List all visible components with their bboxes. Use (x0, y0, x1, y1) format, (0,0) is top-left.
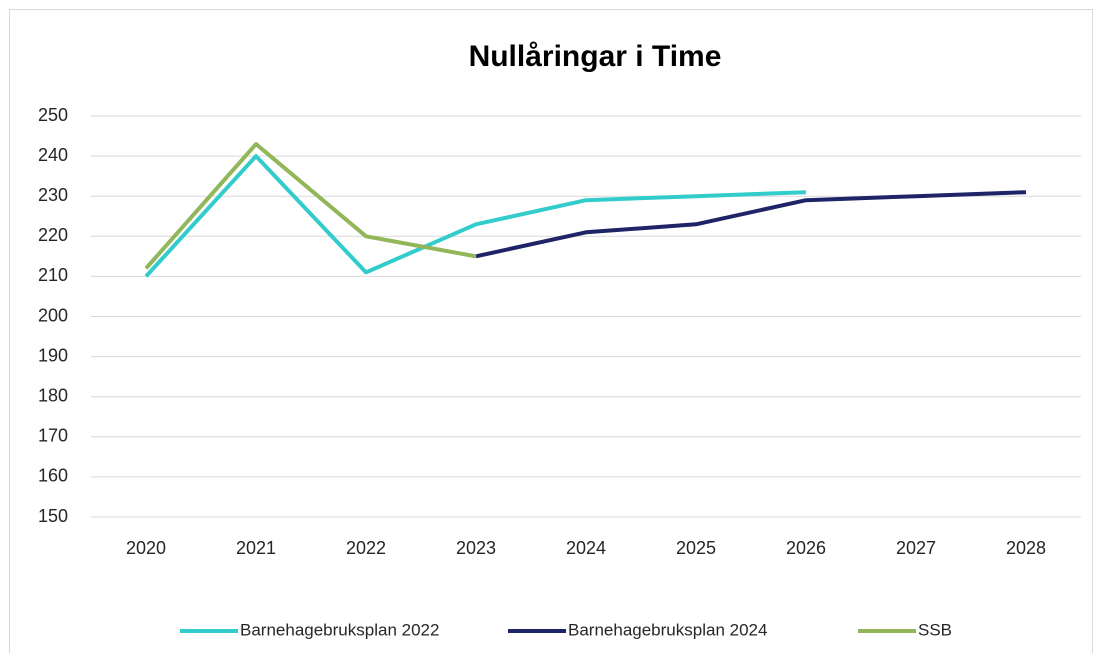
x-tick-label: 2023 (456, 538, 496, 558)
x-tick-label: 2022 (346, 538, 386, 558)
chart-title: Nullåringar i Time (469, 40, 722, 73)
y-tick-label: 160 (38, 466, 68, 486)
y-tick-label: 250 (38, 105, 68, 125)
y-tick-label: 220 (38, 225, 68, 245)
y-tick-label: 240 (38, 145, 68, 165)
legend-label: Barnehagebruksplan 2024 (568, 620, 767, 639)
y-tick-label: 200 (38, 305, 68, 325)
y-tick-label: 170 (38, 426, 68, 446)
x-tick-label: 2024 (566, 538, 606, 558)
y-tick-label: 210 (38, 265, 68, 285)
series-line (144, 154, 807, 278)
y-tick-label: 150 (38, 506, 68, 526)
x-tick-label: 2021 (236, 538, 276, 558)
x-tick-label: 2028 (1006, 538, 1046, 558)
y-tick-label: 190 (38, 345, 68, 365)
legend-label: Barnehagebruksplan 2022 (240, 620, 439, 639)
series-line (475, 190, 1027, 259)
legend-label: SSB (918, 620, 952, 639)
series-line (144, 142, 477, 270)
x-tick-label: 2027 (896, 538, 936, 558)
y-tick-label: 180 (38, 385, 68, 405)
x-tick-label: 2020 (126, 538, 166, 558)
x-tick-label: 2025 (676, 538, 716, 558)
chart-frame (9, 9, 1093, 653)
x-tick-label: 2026 (786, 538, 826, 558)
y-tick-label: 230 (38, 185, 68, 205)
